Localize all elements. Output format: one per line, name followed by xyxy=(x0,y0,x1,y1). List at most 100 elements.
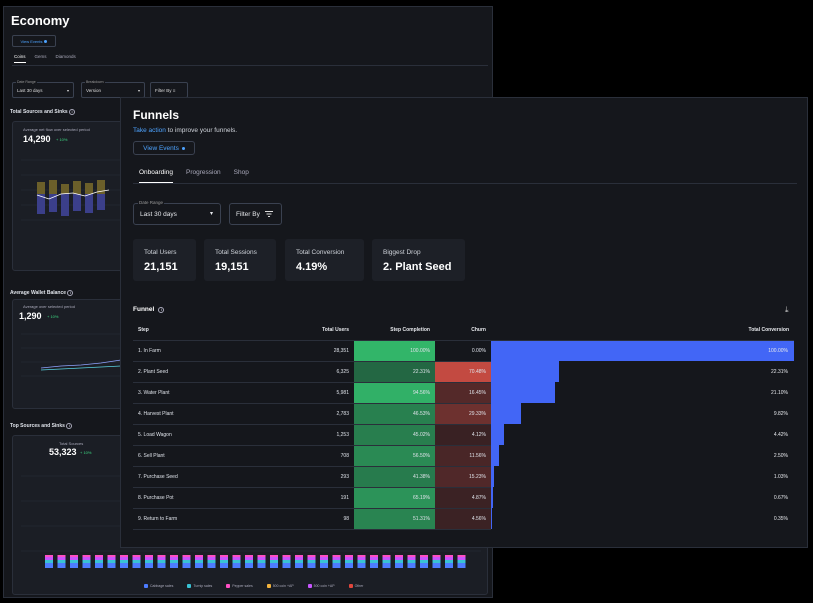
chart-bar-segment xyxy=(207,560,216,563)
col-total-users[interactable]: Total Users xyxy=(263,320,354,341)
economy-tab-diamonds[interactable]: Diamonds xyxy=(55,54,76,59)
table-row[interactable]: 6. Sell Plant 708 56.50% 11.56% 2.50% xyxy=(133,445,794,467)
view-events-label: View Events xyxy=(143,144,179,152)
legend-item[interactable]: Other xyxy=(348,584,364,588)
download-icon[interactable]: ⤓ xyxy=(785,305,789,314)
economy-breakdown-select[interactable]: Breakdown Version ▾ xyxy=(81,80,145,98)
chart-bar-segment xyxy=(370,560,378,563)
cell-total-users: 1,253 xyxy=(263,424,354,446)
economy-sec1-title: Total Sources and Sinks i xyxy=(10,109,76,115)
conversion-bar xyxy=(491,403,521,424)
chart-bar-segment xyxy=(145,560,153,563)
col-total-conversion[interactable]: Total Conversion xyxy=(491,320,794,341)
economy-tab-gems[interactable]: Gems xyxy=(34,54,47,59)
table-row[interactable]: 8. Purchase Pot 191 65.19% 4.87% 0.67% xyxy=(133,487,794,509)
economy-date-range-value: Last 30 days xyxy=(17,88,43,93)
chart-bar-segment xyxy=(432,563,441,568)
chart-bar-segment xyxy=(420,563,428,568)
table-row[interactable]: 4. Harvest Plant 2,783 46.53% 29.33% 9.82% xyxy=(133,403,794,425)
legend-label: Other xyxy=(354,584,364,588)
chart-bar-segment xyxy=(295,557,303,560)
legend-item[interactable]: Turnip sales xyxy=(187,584,212,588)
cell-total-users: 6,325 xyxy=(263,361,354,383)
chart-bar-segment xyxy=(220,560,228,563)
action-text-rest: to improve your funnels. xyxy=(165,127,238,134)
chart-bar-segment xyxy=(407,555,416,557)
table-row[interactable]: 2. Plant Seed 6,325 22.31% 70.48% 22.31% xyxy=(133,361,794,383)
conversion-bar xyxy=(491,466,495,487)
chart-bar-segment xyxy=(370,557,378,560)
chart-bar-segment xyxy=(82,563,91,568)
cell-step: 1. In Farm xyxy=(133,340,263,362)
economy-view-events-button[interactable]: View Events xyxy=(12,35,56,47)
economy-sec1-delta: + 10% xyxy=(56,137,68,142)
cell-total-conversion: 22.31% xyxy=(491,361,794,382)
cell-total-users: 293 xyxy=(263,466,354,488)
economy-date-range-select[interactable]: Date Range Last 30 days ▾ xyxy=(12,80,74,98)
economy-filter-button[interactable]: Filter By ≡ xyxy=(150,82,188,98)
economy-sec2-delta: + 10% xyxy=(47,314,59,319)
date-range-select[interactable]: Date Range Last 30 days ▾ xyxy=(133,200,221,225)
legend-item[interactable]: Pepper sales xyxy=(226,584,253,588)
stat-value: 21,151 xyxy=(144,261,178,273)
chart-bar-segment xyxy=(132,555,141,557)
col-step-completion[interactable]: Step Completion xyxy=(354,320,435,341)
col-churn[interactable]: Churn xyxy=(435,320,491,341)
chart-bar-segment xyxy=(345,555,353,557)
economy-sec2-card: Average over selected period 1,290 + 10% xyxy=(12,299,124,409)
chart-bar-segment xyxy=(170,557,178,560)
col-step[interactable]: Step xyxy=(133,320,263,341)
legend-item[interactable]: 500 coin +AP xyxy=(307,584,335,588)
economy-tab-coins[interactable]: Coins xyxy=(14,54,26,63)
chart-bar-segment xyxy=(57,555,66,557)
filter-by-button[interactable]: Filter By xyxy=(229,203,282,225)
chart-bar-segment xyxy=(357,560,366,563)
chart-bar-segment xyxy=(407,560,416,563)
chart-bar-segment xyxy=(95,563,103,568)
chart-bar-segment xyxy=(182,557,191,560)
tab-progression[interactable]: Progression xyxy=(185,169,221,176)
info-icon: i xyxy=(67,290,74,296)
cell-step-completion: 46.53% xyxy=(354,403,435,425)
chart-bar-segment xyxy=(445,563,453,568)
chart-bar-segment xyxy=(45,560,53,563)
cell-total-conversion: 4.42% xyxy=(491,424,794,445)
take-action-link[interactable]: Take action xyxy=(133,127,166,134)
legend-item[interactable]: 500 coin +AP xyxy=(266,584,294,588)
chart-bar-segment xyxy=(132,560,141,563)
chart-bar-segment xyxy=(232,557,241,560)
cell-total-users: 5,981 xyxy=(263,382,354,404)
chart-bar-segment xyxy=(195,557,203,560)
economy-sec1-title-text: Total Sources and Sinks xyxy=(10,109,68,115)
view-events-button[interactable]: View Events xyxy=(133,141,195,155)
cell-total-conversion: 0.67% xyxy=(491,487,794,508)
conversion-bar xyxy=(491,382,555,403)
economy-sec1-card: Average net flow over selected period 14… xyxy=(12,121,124,271)
chart-bar-segment xyxy=(182,563,191,568)
chart-bar-segment xyxy=(457,557,466,560)
economy-sec2-title-text: Average Wallet Balance xyxy=(10,290,67,296)
conversion-value: 22.31% xyxy=(771,368,788,375)
conversion-value: 21.10% xyxy=(771,389,788,396)
table-row[interactable]: 3. Water Plant 5,981 94.56% 16.45% 21.10% xyxy=(133,382,794,404)
chart-bar-segment xyxy=(182,555,191,557)
chart-bar-segment xyxy=(195,563,203,568)
table-row[interactable]: 5. Load Wagon 1,253 45.02% 4.12% 4.42% xyxy=(133,424,794,446)
chart-bar-segment xyxy=(170,563,178,568)
tab-shop[interactable]: Shop xyxy=(233,169,249,176)
chart-bar-segment xyxy=(170,560,178,563)
filter-by-label: Filter By xyxy=(236,210,260,218)
chart-bar-segment xyxy=(320,557,328,560)
economy-sec2-chart xyxy=(21,333,121,377)
chart-bar-segment xyxy=(420,557,428,560)
conversion-bar xyxy=(491,508,493,529)
funnels-action-text: Take action to improve your funnels. xyxy=(133,127,237,134)
stat-label: Total Sessions xyxy=(215,249,257,256)
table-row[interactable]: 7. Purchase Seed 293 41.38% 15.23% 1.03% xyxy=(133,466,794,488)
funnel-table-body: 1. In Farm 28,351 100.00% 0.00% 100.00% 2. Pl… xyxy=(133,340,794,530)
chart-bar-segment xyxy=(220,557,228,560)
table-row[interactable]: 1. In Farm 28,351 100.00% 0.00% 100.00% xyxy=(133,340,794,362)
legend-item[interactable]: Cabbage sales xyxy=(144,584,173,588)
tab-onboarding[interactable]: Onboarding xyxy=(139,169,173,183)
table-row[interactable]: 9. Return to Farm 98 51.31% 4.56% 0.35% xyxy=(133,508,794,530)
